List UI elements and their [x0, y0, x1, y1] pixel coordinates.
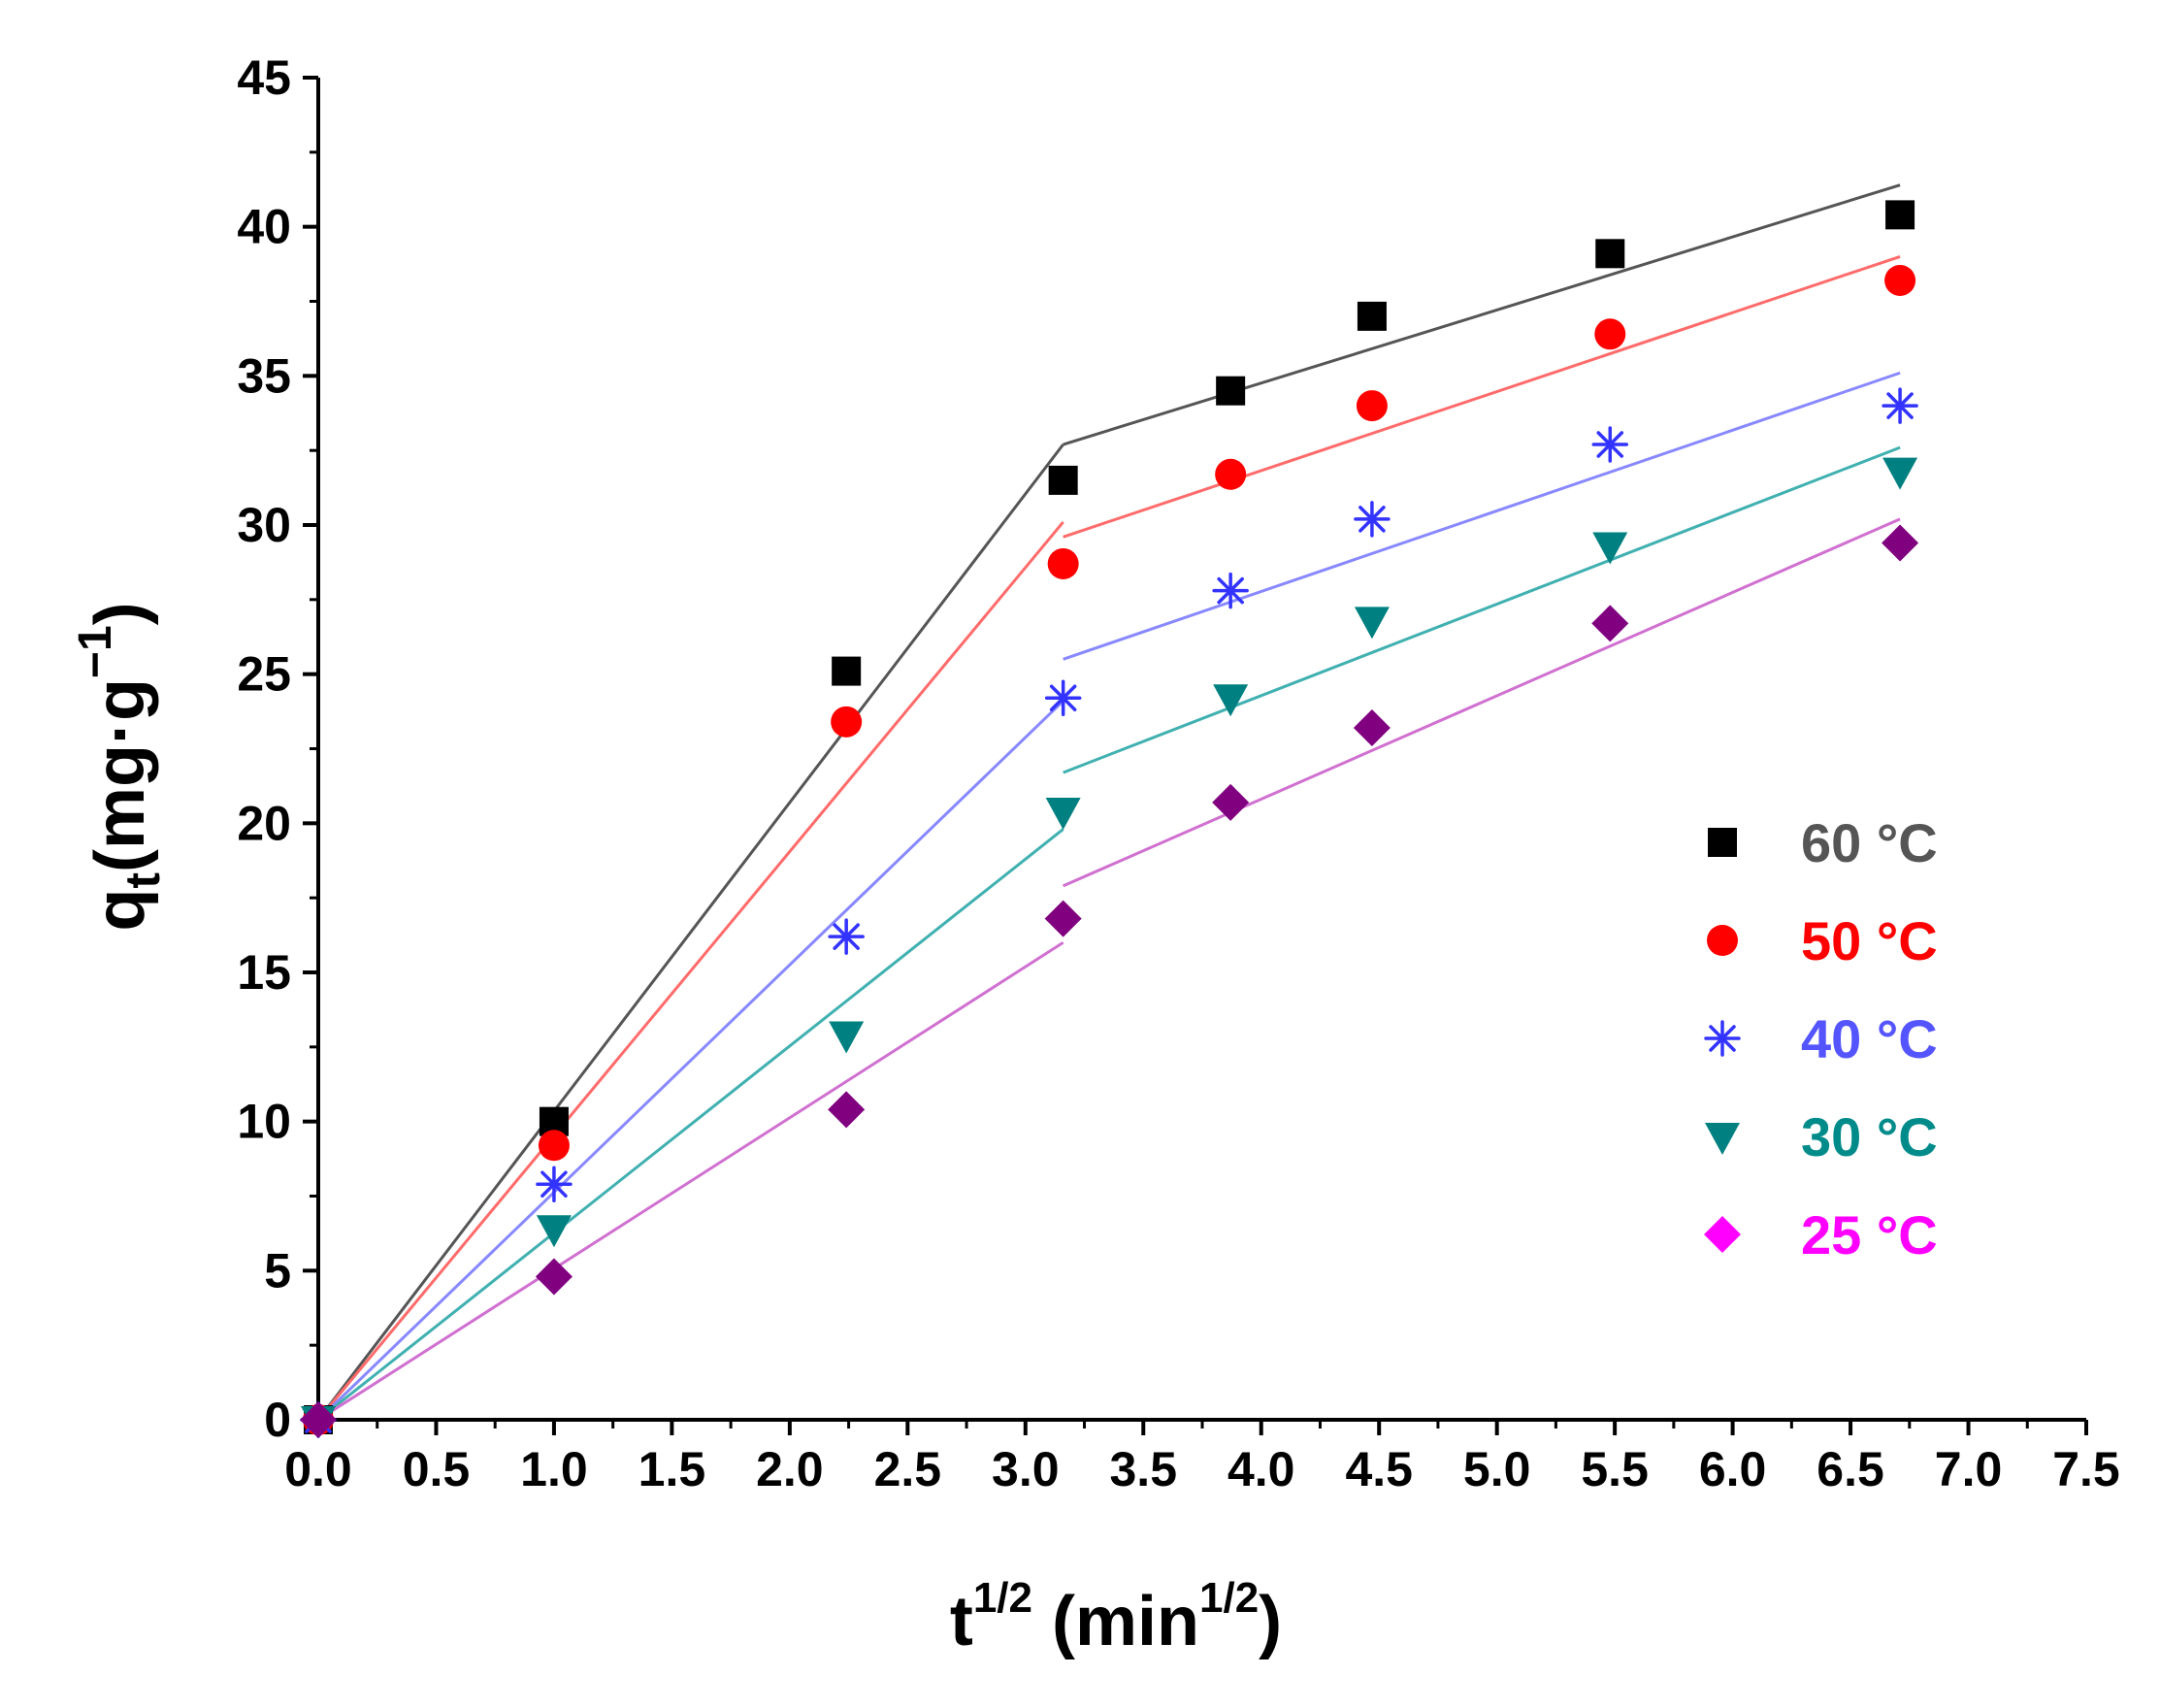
fit-line [1063, 183, 1901, 446]
x-tick-label: 3.5 [1110, 1442, 1178, 1496]
data-point [1047, 547, 1079, 579]
y-axis-title-unit-sup: −1 [70, 625, 121, 678]
data-point [832, 656, 862, 686]
data-point [1354, 607, 1390, 640]
x-tick-label: 5.5 [1581, 1442, 1649, 1496]
fit-line [316, 443, 1064, 1421]
fit-line [1063, 517, 1901, 888]
data-point [1215, 458, 1247, 490]
data-point [1044, 679, 1082, 717]
legend-marker [1704, 1216, 1741, 1253]
fit-line [1063, 254, 1901, 539]
x-tick-label: 1.0 [520, 1442, 588, 1496]
legend-marker [1707, 925, 1738, 956]
y-tick-label: 45 [237, 50, 291, 105]
data-point [1592, 532, 1628, 565]
data-point [538, 1130, 570, 1162]
data-point [828, 1091, 866, 1129]
svg-text:qt(mg·g−1): qt(mg·g−1) [70, 602, 170, 931]
x-tick-label: 0.0 [284, 1442, 352, 1496]
x-tick-label: 4.0 [1227, 1442, 1295, 1496]
x-axis-title-sup: 1/2 [973, 1574, 1032, 1622]
fit-line [317, 828, 1064, 1422]
data-point [300, 1401, 337, 1438]
data-point [1212, 572, 1249, 609]
x-axis-title-base: t [950, 1583, 973, 1660]
x-tick-label: 2.0 [756, 1442, 824, 1496]
x-tick-label: 6.5 [1816, 1442, 1884, 1496]
fit-lines [316, 183, 1901, 1422]
x-tick-label: 0.5 [403, 1442, 471, 1496]
y-tick-label: 15 [237, 945, 291, 1000]
fit-line [1063, 445, 1901, 774]
data-point [1212, 783, 1250, 821]
x-axis-title-unit-sup: 1/2 [1199, 1574, 1259, 1622]
data-point [1045, 798, 1081, 831]
x-tick-label: 6.0 [1699, 1442, 1767, 1496]
y-axis-title-unit: mg·g [82, 678, 159, 849]
x-tick-label: 3.0 [992, 1442, 1060, 1496]
x-axis-title-unit: min [1075, 1583, 1199, 1660]
y-tick-label: 40 [237, 200, 291, 254]
x-tick-label: 5.0 [1463, 1442, 1531, 1496]
y-axis-title-sub: t [115, 872, 170, 889]
data-point [536, 1215, 572, 1248]
data-markers [300, 200, 1919, 1438]
svg-text:t1/2 (min1/2): t1/2 (min1/2) [950, 1574, 1282, 1660]
y-axis-title: qt(mg·g−1) [70, 602, 170, 931]
legend-label: 25 °C [1801, 1204, 1938, 1265]
data-point [1884, 264, 1916, 296]
data-point [1882, 524, 1919, 562]
x-axis-title: t1/2 (min1/2) [950, 1574, 1282, 1660]
legend: 60 °C 50 °C 40 °C 30 °C 25 °C [1704, 812, 1938, 1265]
legend-marker [1708, 828, 1737, 857]
legend-label: 30 °C [1801, 1106, 1938, 1167]
x-tick-label: 7.5 [2052, 1442, 2120, 1496]
y-tick-label: 35 [237, 348, 291, 403]
data-point [1353, 708, 1391, 746]
data-point [1048, 465, 1078, 495]
legend-label: 60 °C [1801, 812, 1938, 873]
data-point [1882, 457, 1918, 490]
legend-label: 40 °C [1801, 1008, 1938, 1069]
y-tick-label: 10 [237, 1095, 291, 1149]
data-point [1591, 426, 1629, 463]
x-tick-label: 7.0 [1935, 1442, 2003, 1496]
fit-line [1063, 371, 1901, 661]
y-tick-label: 5 [264, 1243, 291, 1297]
data-point [1594, 318, 1626, 350]
fit-line [317, 941, 1064, 1422]
legend-marker [1705, 1123, 1740, 1155]
x-tick-label: 1.5 [638, 1442, 706, 1496]
data-point [1591, 605, 1629, 642]
data-point [1357, 301, 1387, 331]
data-point [1354, 501, 1391, 538]
data-point [831, 706, 863, 738]
data-point [535, 1258, 573, 1296]
y-tick-label: 25 [237, 647, 291, 702]
axes: 0.0 0.5 1.0 1.5 2.0 2.5 3.0 3.5 4.0 4.5 5.0 5.5 6.0 6… [237, 50, 2119, 1496]
y-tick-label: 30 [237, 498, 291, 552]
data-point [536, 1166, 573, 1202]
data-point [828, 918, 865, 955]
x-tick-label: 4.5 [1345, 1442, 1413, 1496]
y-axis-title-base: q [82, 889, 159, 932]
y-tick-label: 0 [264, 1393, 291, 1447]
data-point [1885, 200, 1915, 230]
data-point [1044, 900, 1082, 937]
x-tick-label: 2.5 [874, 1442, 942, 1496]
data-point [829, 1021, 865, 1054]
legend-label: 50 °C [1801, 910, 1938, 971]
data-point [1356, 390, 1388, 422]
data-point [1882, 387, 1918, 424]
data-point [1595, 239, 1625, 269]
legend-marker [1704, 1020, 1741, 1057]
data-point [1213, 684, 1249, 717]
fit-line [316, 520, 1064, 1421]
y-tick-label: 20 [237, 796, 291, 850]
fit-line [316, 700, 1064, 1422]
data-point [1216, 376, 1246, 406]
